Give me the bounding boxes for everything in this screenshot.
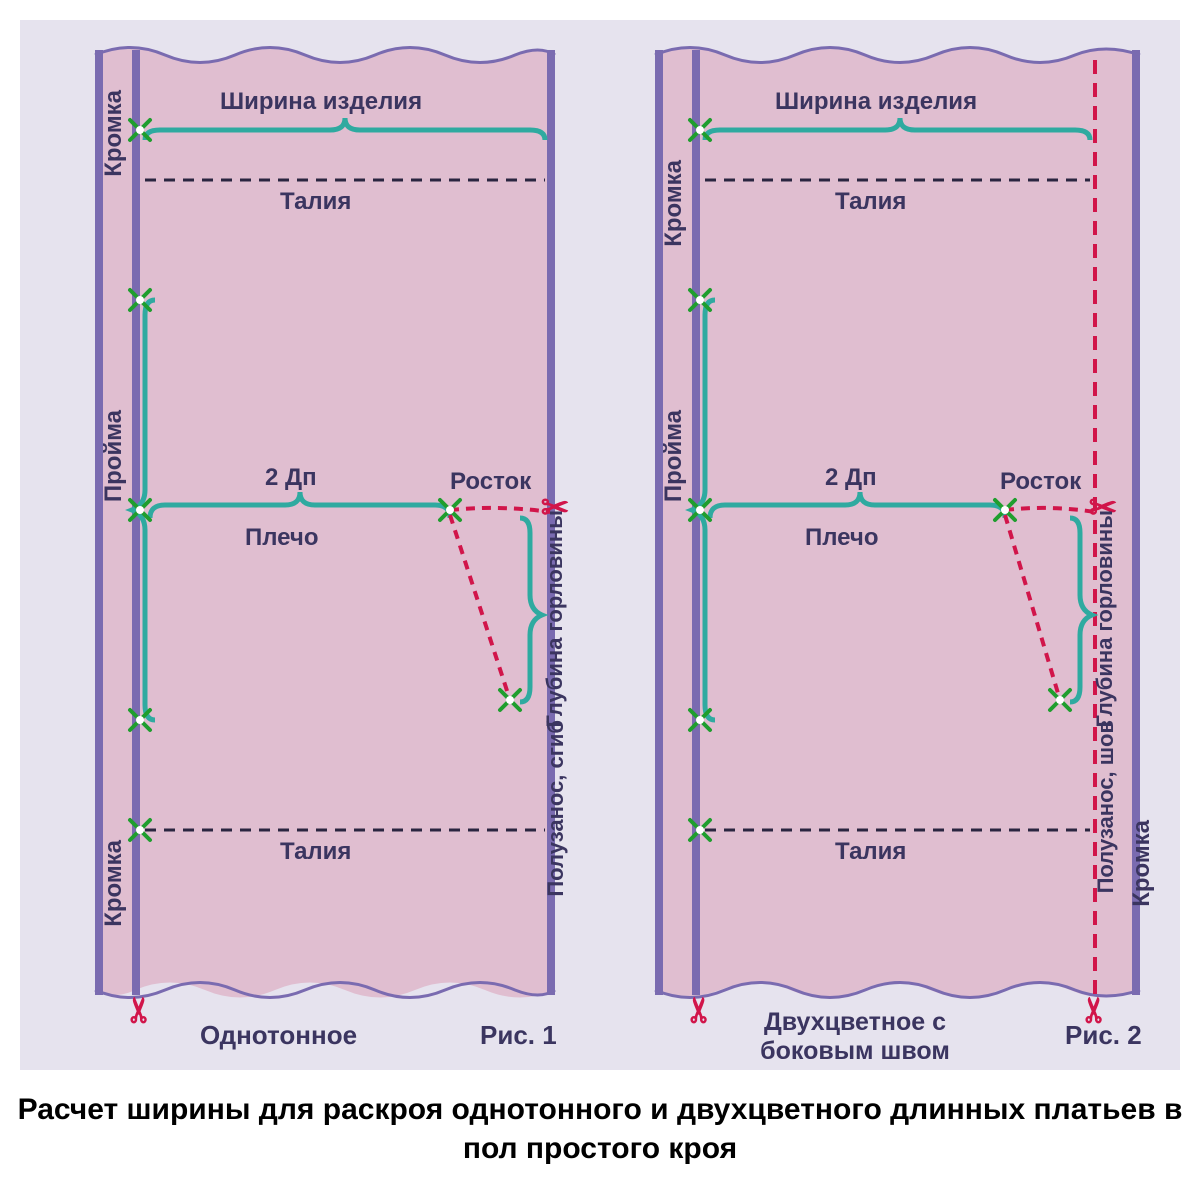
label-selvedge: Кромка: [1128, 820, 1156, 907]
label-2dp: 2 Дп: [825, 464, 877, 492]
label-fold: Полузанос, сгиб: [543, 720, 569, 897]
label-armhole: Пройма: [660, 410, 688, 502]
label-waist: Талия: [280, 838, 351, 866]
label-selvedge: Кромка: [660, 160, 688, 247]
fig-label-2: Рис. 2: [1065, 1020, 1142, 1051]
label-neck-depth: Глубина горловины: [1093, 510, 1116, 728]
sub-caption-1: Однотонное: [200, 1020, 357, 1051]
label-selvedge: Кромка: [100, 840, 128, 927]
scissor-icon: ✂: [120, 996, 160, 1025]
label-shoulder: Плечо: [805, 524, 879, 552]
label-sprout: Росток: [450, 468, 531, 496]
label-sprout: Росток: [1000, 468, 1081, 496]
panel-fig1: ✂ ✂ Ширина изделия Талия Кромка Пройма 2…: [50, 40, 580, 1020]
label-shoulder: Плечо: [245, 524, 319, 552]
scissor-icon: ✂: [680, 996, 720, 1025]
label-waist: Талия: [280, 188, 351, 216]
label-seam: Полузанос, шов: [1093, 720, 1119, 893]
fabric-1: ✂ ✂ Ширина изделия Талия Кромка Пройма 2…: [50, 40, 580, 1020]
fig-label-1: Рис. 1: [480, 1020, 557, 1051]
fabric-2: ✂ ✂ ✂ Ширина изделия Талия Кромка Пройма…: [620, 40, 1150, 1020]
label-selvedge: Кромка: [100, 90, 128, 177]
panel-fig2: ✂ ✂ ✂ Ширина изделия Талия Кромка Пройма…: [620, 40, 1150, 1020]
label-waist: Талия: [835, 838, 906, 866]
label-width: Ширина изделия: [220, 88, 422, 116]
label-neck-depth: Глубина горловины: [543, 510, 566, 728]
label-armhole: Пройма: [100, 410, 128, 502]
main-caption: Расчет ширины для раскроя однотонного и …: [0, 1090, 1200, 1168]
label-width: Ширина изделия: [775, 88, 977, 116]
label-waist: Талия: [835, 188, 906, 216]
diagram-area: ✂ ✂ Ширина изделия Талия Кромка Пройма 2…: [20, 20, 1180, 1070]
sub-caption-2: Двухцветное с боковым швом: [740, 1008, 970, 1066]
label-2dp: 2 Дп: [265, 464, 317, 492]
